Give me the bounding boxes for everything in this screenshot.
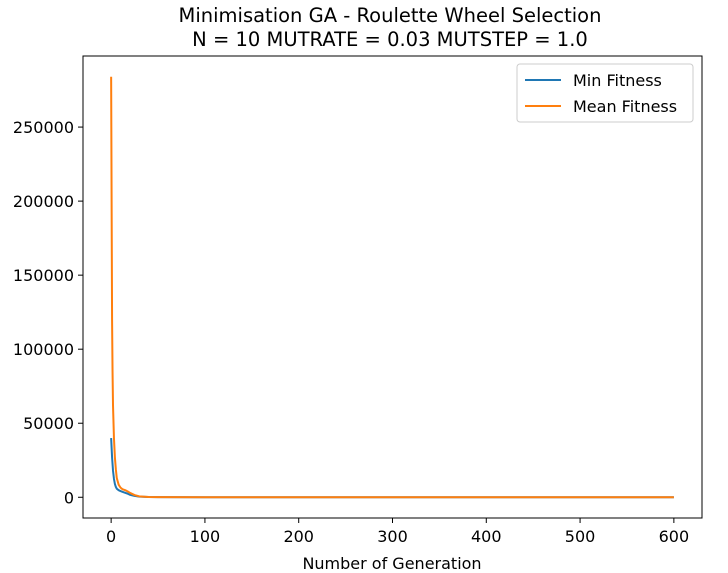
x-tick-label: 500 [565,527,596,546]
series-line-min-fitness [110,437,674,499]
y-tick-label: 100000 [13,340,74,359]
series-line-mean-fitness [110,76,674,499]
series-lines [110,76,674,499]
y-axis-ticks: 0 50000 100000 150000 200000 250000 [13,118,83,507]
x-tick-label: 400 [471,527,502,546]
y-tick-label: 150000 [13,266,74,285]
x-tick-label: 300 [377,527,408,546]
x-tick-label: 600 [659,527,690,546]
x-tick-label: 0 [106,527,116,546]
x-axis-label: Number of Generation [302,554,481,573]
chart-title-line1: Minimisation GA - Roulette Wheel Selecti… [179,4,602,27]
x-tick-label: 200 [283,527,314,546]
legend-label-min-fitness: Min Fitness [573,71,662,90]
plot-area-frame [82,55,703,519]
y-tick-label: 250000 [13,118,74,137]
chart-title-line2: N = 10 MUTRATE = 0.03 MUTSTEP = 1.0 [192,28,588,51]
x-axis-ticks: 0 100 200 300 400 500 600 [106,518,689,546]
y-tick-label: 200000 [13,192,74,211]
legend: Min Fitness Mean Fitness [516,63,694,123]
legend-box [516,63,694,123]
x-tick-label: 100 [190,527,221,546]
y-tick-label: 50000 [23,414,74,433]
y-tick-label: 0 [64,488,74,507]
legend-label-mean-fitness: Mean Fitness [573,97,677,116]
